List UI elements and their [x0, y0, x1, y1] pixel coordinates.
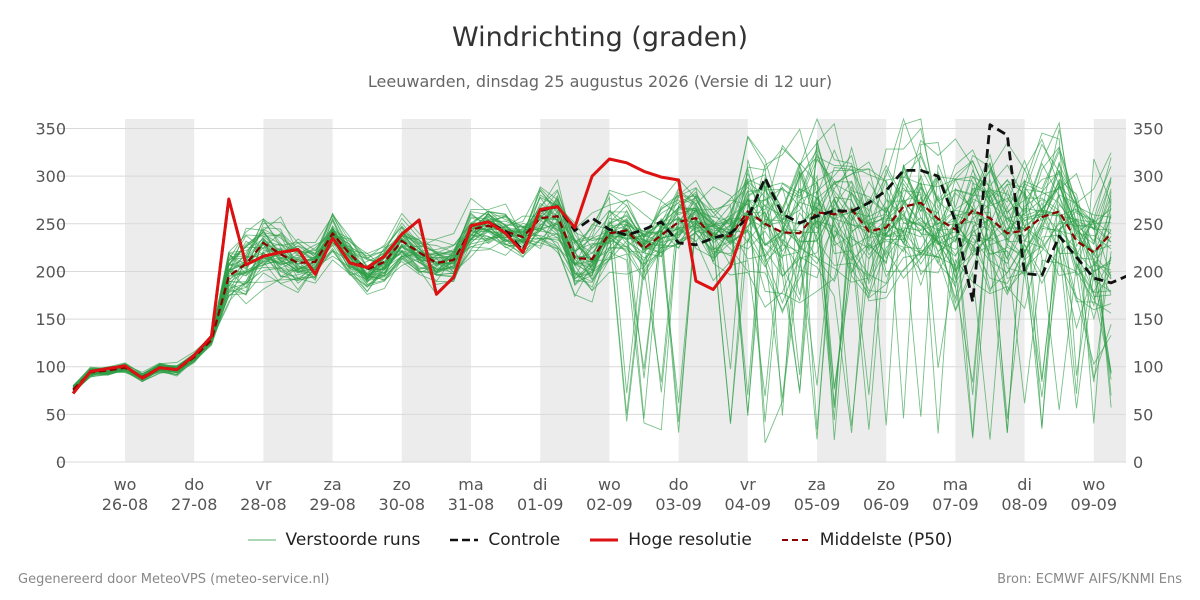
ensemble-member-line	[72, 186, 1112, 408]
x-tick-weekday: wo	[114, 475, 137, 494]
y-tick-label-right: 0	[1133, 453, 1143, 472]
x-tick-weekday: wo	[1082, 475, 1105, 494]
ensemble-member-line	[72, 200, 1112, 391]
chart-title: Windrichting (graden)	[451, 22, 749, 53]
ensemble-group	[72, 117, 1112, 443]
x-tick-date: 30-08	[379, 495, 426, 514]
y-tick-label-left: 300	[35, 167, 66, 186]
y-tick-label-right: 200	[1133, 262, 1164, 281]
x-tick-weekday: di	[533, 475, 548, 494]
y-tick-label-right: 250	[1133, 215, 1164, 234]
ensemble-member-line	[72, 152, 1112, 409]
ensemble-member-line	[72, 145, 1112, 426]
legend-item-control: Controle	[450, 530, 560, 550]
median-line	[72, 201, 1112, 391]
y-tick-label-left: 250	[35, 215, 66, 234]
x-tick-date: 04-09	[725, 495, 772, 514]
y-tick-label-right: 300	[1133, 167, 1164, 186]
day-band	[263, 119, 333, 462]
x-tick-date: 05-09	[794, 495, 841, 514]
y-tick-label-right: 50	[1133, 405, 1153, 424]
y-tick-label-left: 350	[35, 120, 66, 139]
x-tick-weekday: di	[1017, 475, 1032, 494]
x-tick-date: 01-09	[517, 495, 564, 514]
legend-item-median: Middelste (P50)	[781, 530, 953, 550]
legend-item-high-res: Hoge resolutie	[590, 530, 752, 550]
legend-swatch-control	[450, 538, 479, 542]
legend-label-control: Controle	[488, 530, 561, 550]
x-tick-weekday: vr	[255, 475, 271, 494]
legend-swatch-ensemble	[247, 539, 276, 541]
x-tick-weekday: do	[184, 475, 204, 494]
ensemble-member-line	[72, 138, 1112, 393]
x-tick-date: 03-09	[655, 495, 702, 514]
x-tick-weekday: za	[808, 475, 826, 494]
footer-generator: Gegenereerd door MeteoVPS (meteo-service…	[18, 572, 330, 587]
y-tick-label-right: 350	[1133, 120, 1164, 139]
legend: Verstoorde runs Controle Hoge resolutie …	[0, 530, 1200, 550]
x-tick-weekday: za	[323, 475, 341, 494]
y-tick-label-left: 0	[56, 453, 66, 472]
x-tick-date: 02-09	[586, 495, 633, 514]
x-tick-weekday: wo	[598, 475, 621, 494]
day-band	[125, 119, 195, 462]
ensemble-member-line	[72, 188, 1112, 393]
legend-label-ensemble: Verstoorde runs	[285, 530, 421, 550]
ensemble-member-line	[72, 162, 1112, 396]
x-tick-weekday: ma	[943, 475, 968, 494]
legend-swatch-median	[781, 539, 810, 541]
ensemble-member-line	[72, 178, 1112, 390]
ensemble-member-line	[72, 118, 1112, 409]
wind-direction-chart: 0 0 50 50 100 100 150 150 200 200 250 250 300 300 350 3…	[35, 117, 1164, 514]
x-tick-date: 27-08	[171, 495, 218, 514]
legend-swatch-high-res	[590, 538, 619, 542]
x-tick-weekday: do	[669, 475, 689, 494]
x-tick-date: 26-08	[102, 495, 149, 514]
y-tick-label-left: 200	[35, 262, 66, 281]
y-tick-label-right: 100	[1133, 358, 1164, 377]
x-tick-date: 29-08	[309, 495, 356, 514]
legend-label-median: Middelste (P50)	[819, 530, 953, 550]
chart-subtitle: Leeuwarden, dinsdag 25 augustus 2026 (Ve…	[367, 72, 833, 91]
x-tick-date: 28-08	[240, 495, 287, 514]
legend-item-ensemble: Verstoorde runs	[247, 530, 421, 550]
ensemble-member-line	[72, 152, 1112, 414]
x-tick-date: 31-08	[448, 495, 495, 514]
ensemble-member-line	[72, 178, 1112, 388]
ensemble-member-line	[72, 135, 1112, 416]
ensemble-member-line	[72, 127, 1112, 416]
x-tick-date: 09-09	[1071, 495, 1118, 514]
x-tick-weekday: zo	[877, 475, 895, 494]
x-tick-weekday: zo	[393, 475, 411, 494]
y-tick-label-left: 50	[46, 405, 66, 424]
high-res-line	[71, 157, 750, 395]
x-tick-weekday: vr	[740, 475, 756, 494]
x-tick-date: 08-09	[1001, 495, 1048, 514]
x-tick-date: 06-09	[863, 495, 910, 514]
x-tick-date: 07-09	[932, 495, 979, 514]
y-tick-label-left: 100	[35, 358, 66, 377]
legend-label-high-res: Hoge resolutie	[628, 530, 752, 550]
x-tick-weekday: ma	[458, 475, 483, 494]
footer-source: Bron: ECMWF AIFS/KNMI Ens	[997, 572, 1182, 587]
y-tick-label-left: 150	[35, 310, 66, 329]
y-tick-label-right: 150	[1133, 310, 1164, 329]
